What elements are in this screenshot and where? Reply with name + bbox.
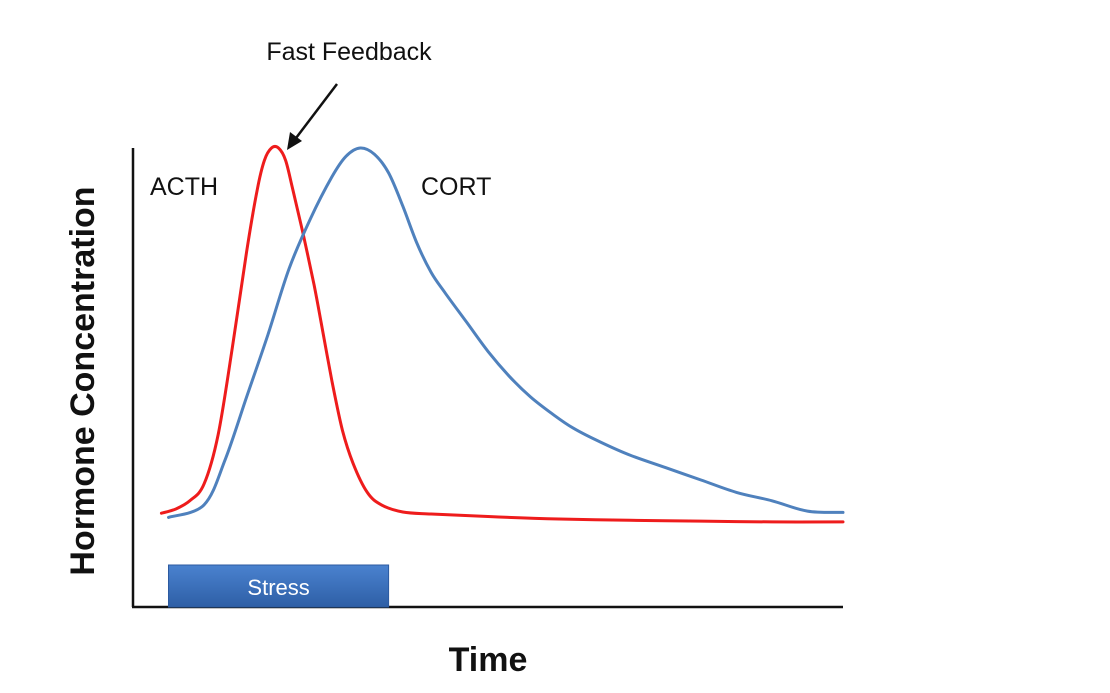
x-axis-title: Time — [449, 641, 528, 679]
acth-series-line — [159, 144, 845, 524]
acth-series-label: ACTH — [150, 173, 218, 201]
y-axis-title: Hormone Concentration — [64, 186, 102, 575]
stress-bar-rect — [168, 564, 390, 608]
stress-bar-label: Stress — [247, 575, 309, 600]
cort-series-label: CORT — [421, 173, 491, 201]
fast-feedback-arrow — [287, 83, 338, 150]
stress-bar: Stress — [168, 564, 390, 608]
fast-feedback-annotation: Fast Feedback — [266, 38, 432, 66]
cort-series-line — [167, 146, 845, 519]
